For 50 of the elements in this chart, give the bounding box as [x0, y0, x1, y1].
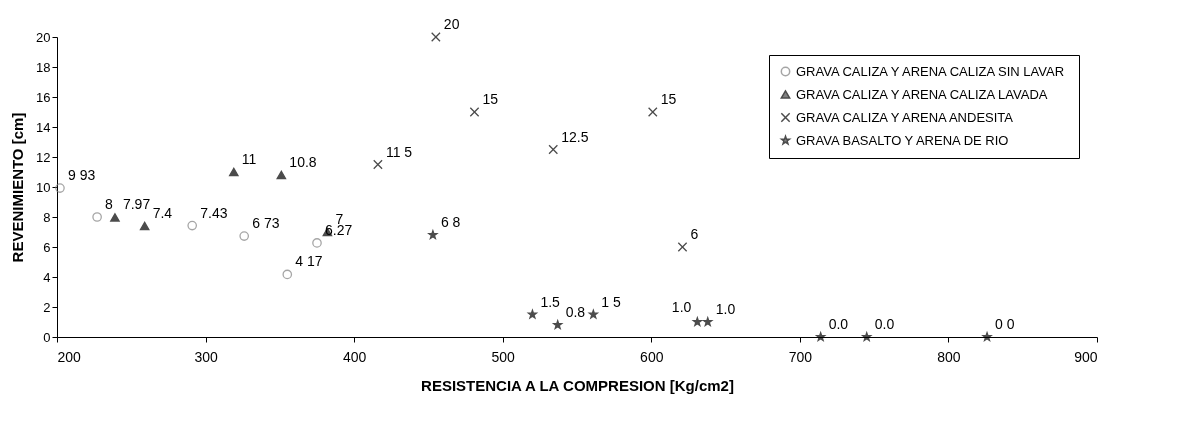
data-label: 6 8 [440, 214, 461, 230]
data-label: 7.97 [122, 196, 151, 213]
x-tick-label: 400 [342, 348, 367, 365]
data-label: 9 93 [67, 167, 96, 184]
y-tick-label: 18 [36, 59, 51, 75]
legend-label: GRAVA CALIZA Y ARENA CALIZA SIN LAVAR [796, 63, 1065, 79]
x-tick-label: 600 [640, 348, 664, 365]
data-label: 1.0 [671, 299, 692, 315]
data-label: 0.0 [874, 316, 895, 332]
data-label: 8 [105, 196, 114, 212]
data-label: 0.8 [565, 304, 586, 320]
x-tick-label: 500 [491, 348, 516, 365]
y-tick-label: 4 [43, 269, 51, 285]
data-label: 0 0 [995, 316, 1015, 332]
x-tick-label: 800 [937, 348, 961, 365]
legend-label: GRAVA CALIZA Y ARENA ANDESITA [796, 109, 1014, 125]
y-tick-label: 14 [36, 119, 51, 135]
data-label: 1.5 [540, 293, 561, 310]
data-label: 7.43 [200, 204, 228, 221]
y-tick-label: 6 [43, 239, 51, 255]
data-label: 0.0 [828, 316, 849, 332]
data-label: 6 [690, 226, 699, 242]
x-tick-label: 700 [788, 348, 813, 365]
data-label: 12.5 [561, 128, 589, 145]
data-label: 20 [443, 16, 460, 32]
data-label: 15 [660, 91, 677, 107]
y-tick-label: 0 [43, 329, 51, 345]
y-tick-label: 2 [43, 299, 51, 315]
data-label: 1.0 [715, 301, 736, 317]
data-label: 7 [335, 211, 344, 227]
x-tick-label: 300 [194, 348, 218, 365]
x-axis-title: RESISTENCIA A LA COMPRESION [Kg/cm2] [421, 376, 734, 394]
y-tick-label: 12 [36, 149, 51, 165]
data-label: 10.8 [289, 154, 317, 170]
data-label: 1 5 [601, 293, 622, 310]
data-label: 15 [482, 91, 499, 107]
y-tick-label: 10 [36, 179, 51, 195]
data-label: 11 5 [385, 143, 413, 160]
x-tick-label: 900 [1074, 348, 1098, 365]
y-axis-title: REVENIMIENTO [cm] [9, 112, 27, 263]
data-label: 4 17 [295, 253, 323, 270]
data-label: 11 [241, 151, 257, 167]
data-label: 6 73 [252, 215, 280, 232]
y-tick-label: 16 [36, 89, 51, 105]
x-tick-label: 200 [57, 348, 82, 365]
y-tick-label: 8 [43, 209, 51, 225]
data-label: 7.4 [152, 205, 173, 221]
legend-label: GRAVA CALIZA Y ARENA CALIZA LAVADA [796, 86, 1048, 102]
legend-label: GRAVA BASALTO Y ARENA DE RIO [796, 132, 1009, 148]
y-tick-label: 20 [36, 29, 51, 45]
